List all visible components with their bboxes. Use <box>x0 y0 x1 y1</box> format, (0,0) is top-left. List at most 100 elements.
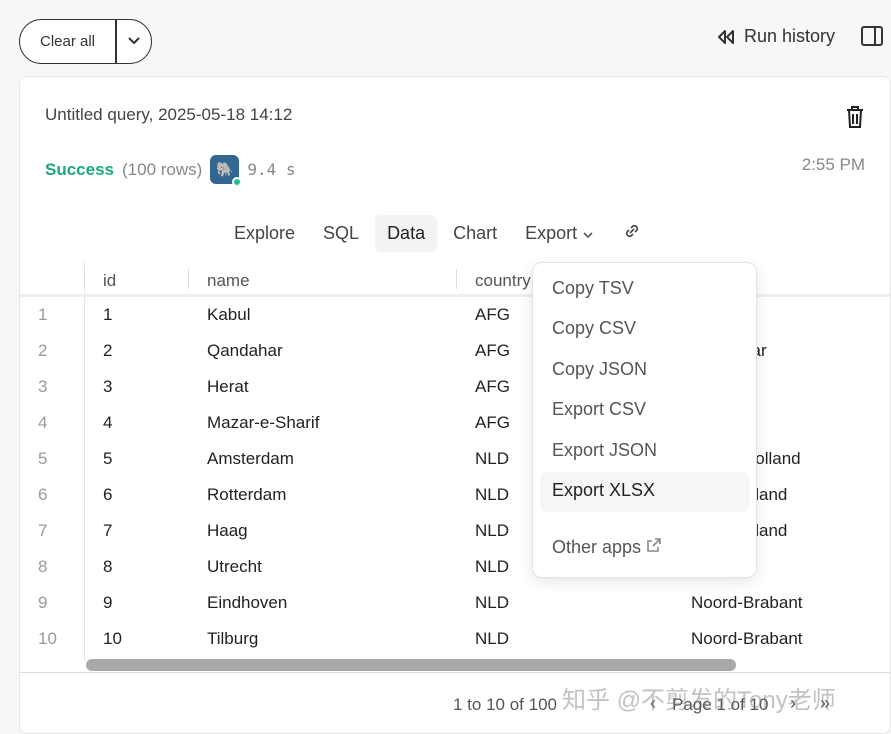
table-cell: Tilburg <box>207 629 259 648</box>
table-cell: 4 <box>103 413 113 432</box>
run-history-button[interactable]: Run history <box>716 26 835 47</box>
table-row[interactable]: 1 1 Kabul AFG <box>20 297 890 333</box>
postgres-icon: 🐘 <box>210 155 243 187</box>
horizontal-scrollbar[interactable] <box>86 659 736 671</box>
menu-item-copy-tsv[interactable]: Copy TSV <box>552 278 634 298</box>
table-row[interactable]: 55AmsterdamNLDNoord-Holland <box>20 441 890 477</box>
table-cell: AFG <box>475 413 510 432</box>
table-cell: Kabul <box>207 305 251 324</box>
row-number-gutter <box>84 261 85 661</box>
chevron-down-icon[interactable] <box>117 33 152 51</box>
top-bar: Clear all Run history <box>0 0 891 76</box>
query-result-card: Untitled query, 2025-05-18 14:12 Success… <box>19 76 891 734</box>
divider <box>84 269 85 289</box>
table-cell: 8 <box>103 557 113 576</box>
row-number: 2 <box>38 341 48 360</box>
tab-sql[interactable]: SQL <box>323 223 360 243</box>
table-cell: 3 <box>103 377 113 396</box>
clear-all-button[interactable]: Clear all <box>39 33 96 50</box>
divider <box>456 269 457 289</box>
next-page-icon[interactable]: › <box>790 693 796 713</box>
tab-export-label: Export <box>525 223 578 243</box>
row-number: 9 <box>38 593 48 612</box>
menu-item-export-csv[interactable]: Export CSV <box>552 399 647 419</box>
row-number: 4 <box>38 413 48 432</box>
connected-dot <box>232 177 243 187</box>
table-cell: AFG <box>475 341 510 360</box>
external-link-icon <box>647 538 661 552</box>
prev-page-icon[interactable]: ‹ <box>650 693 656 713</box>
status-badge: Success <box>45 159 114 179</box>
table-row[interactable]: 3 3 Herat AFG <box>20 369 890 405</box>
table-row[interactable]: 77HaagNLDZuid-Holland <box>20 513 890 549</box>
row-count: (100 rows) <box>122 159 203 179</box>
run-time: 2:55 PM <box>801 155 865 174</box>
table-cell: 5 <box>103 449 113 468</box>
table-row[interactable]: 22QandaharAFGQandahar <box>20 333 890 369</box>
table-cell: AFG <box>475 377 510 396</box>
table-cell: Qandahar <box>207 341 283 360</box>
table-cell: 10 <box>103 629 122 648</box>
menu-item-export-xlsx[interactable]: Export XLSX <box>540 472 750 512</box>
menu-item-copy-json[interactable]: Copy JSON <box>552 359 648 379</box>
table-cell: Haag <box>207 521 248 540</box>
rewind-icon <box>718 29 734 44</box>
trash-icon[interactable] <box>845 105 865 134</box>
table-cell: NLD <box>475 629 510 648</box>
table-cell: Rotterdam <box>207 485 287 504</box>
table-cell: AFG <box>475 305 510 324</box>
table-row[interactable]: 4 4 Mazar-e-Sharif AFG <box>20 405 890 441</box>
table-cell: Amsterdam <box>207 449 294 468</box>
column-header-country[interactable]: country <box>475 271 531 290</box>
row-number: 7 <box>38 521 48 540</box>
table-cell: 7 <box>103 521 113 540</box>
page-indicator: Page 1 of 10 <box>672 695 769 714</box>
divider <box>115 19 117 64</box>
data-grid: id name country 11KabulAFG22QandaharAFGQ… <box>20 261 890 661</box>
record-count: 1 to 10 of 100 <box>453 695 557 714</box>
row-number: 8 <box>38 557 48 576</box>
table-cell: 1 <box>103 305 113 324</box>
table-row[interactable]: 9 9 Eindhoven NLD Noord-Brabant <box>20 585 890 621</box>
table-cell: 2 <box>103 341 113 360</box>
table-cell: NLD <box>475 593 510 612</box>
menu-item-label: Other apps <box>552 537 642 557</box>
menu-item-export-json[interactable]: Export JSON <box>552 440 658 460</box>
query-title: Untitled query, 2025-05-18 14:12 <box>45 105 293 124</box>
table-cell: Eindhoven <box>207 593 288 612</box>
table-cell: 6 <box>103 485 113 504</box>
sidebar-toggle-icon[interactable] <box>861 26 883 46</box>
table-cell: NLD <box>475 449 510 468</box>
table-row[interactable]: 10 10 Tilburg NLD Noord-Brabant <box>20 621 890 657</box>
table-cell: Herat <box>207 377 249 396</box>
result-tabs: Explore SQL Data Chart Export <box>222 213 654 254</box>
row-number: 10 <box>38 629 57 648</box>
table-cell: NLD <box>475 485 510 504</box>
menu-item-other-apps[interactable]: Other apps <box>540 529 750 569</box>
tab-data[interactable]: Data <box>375 215 438 252</box>
tab-chart[interactable]: Chart <box>453 223 498 243</box>
table-cell: NLD <box>475 557 510 576</box>
table-row[interactable]: 66RotterdamNLDZuid-Holland <box>20 477 890 513</box>
table-row[interactable]: 8 8 Utrecht NLD <box>20 549 890 585</box>
grid-header: id name country <box>20 261 890 297</box>
link-icon[interactable] <box>610 213 654 254</box>
status-line: Success (100 rows) 🐘 9.4 s <box>45 155 295 187</box>
menu-item-copy-csv[interactable]: Copy CSV <box>552 318 637 338</box>
row-number: 6 <box>38 485 48 504</box>
row-number: 5 <box>38 449 48 468</box>
tab-export[interactable]: Export <box>513 215 606 252</box>
column-header-name[interactable]: name <box>207 271 250 290</box>
table-cell: NLD <box>475 521 510 540</box>
row-number: 3 <box>38 377 48 396</box>
column-header-id[interactable]: id <box>103 271 117 290</box>
run-history-label: Run history <box>744 26 836 46</box>
divider <box>188 269 189 289</box>
tab-explore[interactable]: Explore <box>234 223 296 243</box>
table-cell: Noord-Brabant <box>691 629 803 648</box>
last-page-icon[interactable]: » <box>820 693 831 713</box>
clear-all-split-button[interactable]: Clear all <box>19 19 152 64</box>
export-menu: Copy TSV Copy CSV Copy JSON Export CSV Expor… <box>532 262 757 578</box>
row-number: 1 <box>38 305 48 324</box>
chevron-down-icon <box>583 232 593 239</box>
